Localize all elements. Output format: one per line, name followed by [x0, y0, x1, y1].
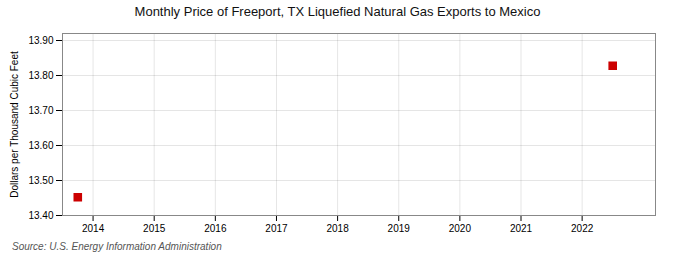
- svg-text:2020: 2020: [449, 223, 472, 234]
- html-text:Source: U.S. Energy Informatio: Source: U.S. Energy Information Administ…: [12, 241, 222, 252]
- html-text:Monthly Price of Freeport, TX: Monthly Price of Freeport, TX Liquefied …: [134, 4, 541, 19]
- svg-text:13.60: 13.60: [28, 140, 53, 151]
- svg-text:13.80: 13.80: [28, 70, 53, 81]
- svg-text:13.50: 13.50: [28, 175, 53, 186]
- svg-text:2014: 2014: [82, 223, 105, 234]
- svg-text:2018: 2018: [326, 223, 349, 234]
- svg-text:Dollars per Thousand Cubic Fee: Dollars per Thousand Cubic Feet: [9, 51, 20, 198]
- svg-text:2016: 2016: [204, 223, 227, 234]
- svg-text:2017: 2017: [265, 223, 288, 234]
- svg-text:2019: 2019: [388, 223, 411, 234]
- svg-text:13.70: 13.70: [28, 105, 53, 116]
- svg-text:2021: 2021: [510, 223, 533, 234]
- svg-text:2022: 2022: [571, 223, 594, 234]
- svg-text:13.90: 13.90: [28, 35, 53, 46]
- svg-text:13.40: 13.40: [28, 210, 53, 221]
- svg-text:2015: 2015: [143, 223, 166, 234]
